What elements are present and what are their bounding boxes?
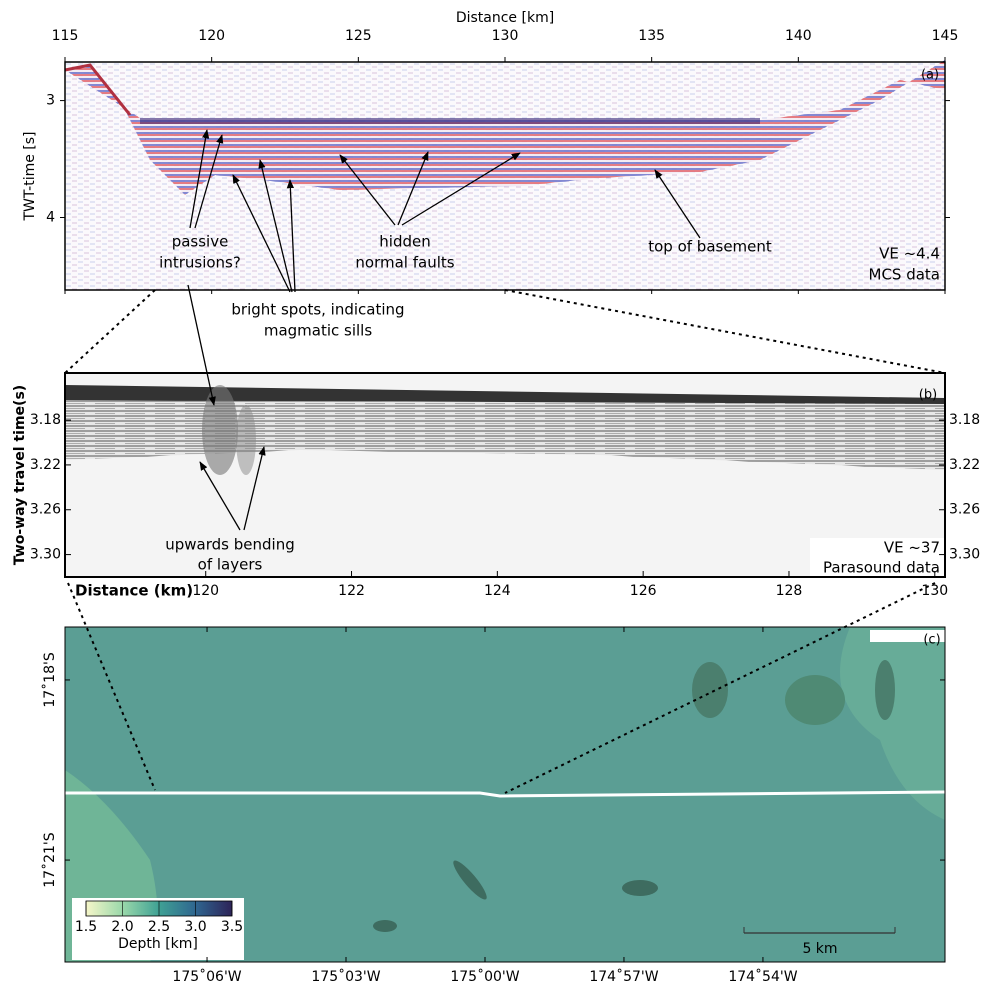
annotation: upwards bending <box>165 536 294 554</box>
colorbar-tick-label: 3.0 <box>184 919 206 935</box>
x-tick-label: 175˚03'W <box>311 968 380 985</box>
annotation: MCS data <box>869 266 941 284</box>
colorbar-tick-label: 3.5 <box>221 919 243 935</box>
x-tick-label: 125 <box>345 28 372 44</box>
annotation: normal faults <box>355 254 454 272</box>
x-tick-label: 124 <box>484 583 511 599</box>
y-tick-label: 3.30 <box>30 547 61 563</box>
annotation: VE ~4.4 <box>879 245 940 263</box>
y-axis-label: TWT-time [s] <box>22 131 38 221</box>
panel-label: (b) <box>919 388 937 403</box>
y-tick-label: 3 <box>46 93 55 109</box>
frame <box>64 372 946 578</box>
x-tick-label: 135 <box>638 28 665 44</box>
x-tick-label: 145 <box>932 28 959 44</box>
colorbar-label: Depth [km] <box>118 936 198 952</box>
x-tick-label: 128 <box>776 583 803 599</box>
annotation: Parasound data <box>823 559 940 577</box>
x-tick-label: 130 <box>492 28 519 44</box>
y-axis-label: Two-way travel time(s) <box>12 385 28 565</box>
x-tick-label: 126 <box>630 583 657 599</box>
annotation: VE ~37 <box>884 539 940 557</box>
y-tick-label: 4 <box>46 210 55 226</box>
y-tick-label: 3.26 <box>30 502 61 518</box>
x-tick-label: 175˚00'W <box>450 968 519 985</box>
y-tick-label: 3.26 <box>949 502 980 518</box>
colorbar-tick-label: 1.5 <box>75 919 97 935</box>
y-tick-label: 3.22 <box>30 457 61 473</box>
scale-bar-label: 5 km <box>802 941 837 957</box>
y-tick-label: 3.30 <box>949 547 980 563</box>
annotation: passive <box>172 233 229 251</box>
x-axis-label: Distance [km] <box>456 10 554 26</box>
annotation: bright spots, indicating <box>231 301 404 319</box>
x-tick-label: 122 <box>338 583 365 599</box>
x-tick-label: 130 <box>921 583 948 599</box>
arrows <box>187 129 701 531</box>
y-tick-label: 3.18 <box>949 412 980 428</box>
y-tick-label: 17˚18'S <box>41 652 58 707</box>
y-tick-label: 17˚21'S <box>41 832 58 887</box>
seismic-image <box>64 60 945 290</box>
annotation: magmatic sills <box>264 322 373 340</box>
x-tick-label: 115 <box>52 28 79 44</box>
y-tick-label: 3.18 <box>30 412 61 428</box>
x-tick-label: 174˚57'W <box>589 968 658 985</box>
annotation: intrusions? <box>159 254 241 272</box>
x-tick-label: 120 <box>198 28 225 44</box>
y-tick-label: 3.22 <box>949 457 980 473</box>
x-tick-label: 174˚54'W <box>728 968 797 985</box>
panel-label: (a) <box>921 68 939 83</box>
annotation: of layers <box>198 556 263 574</box>
x-tick-label: 120 <box>192 583 219 599</box>
annotation: hidden <box>379 233 430 251</box>
x-axis-label: Distance (km) <box>75 582 193 600</box>
x-tick-label: 175˚06'W <box>172 968 241 985</box>
frame <box>64 626 946 963</box>
colorbar-tick-label: 2.0 <box>111 919 133 935</box>
annotation: top of basement <box>648 238 772 256</box>
parasound-image <box>65 373 945 577</box>
x-tick-label: 140 <box>785 28 812 44</box>
panel-label: (c) <box>923 633 940 648</box>
colorbar-tick-label: 2.5 <box>148 919 170 935</box>
connectors <box>64 289 946 794</box>
